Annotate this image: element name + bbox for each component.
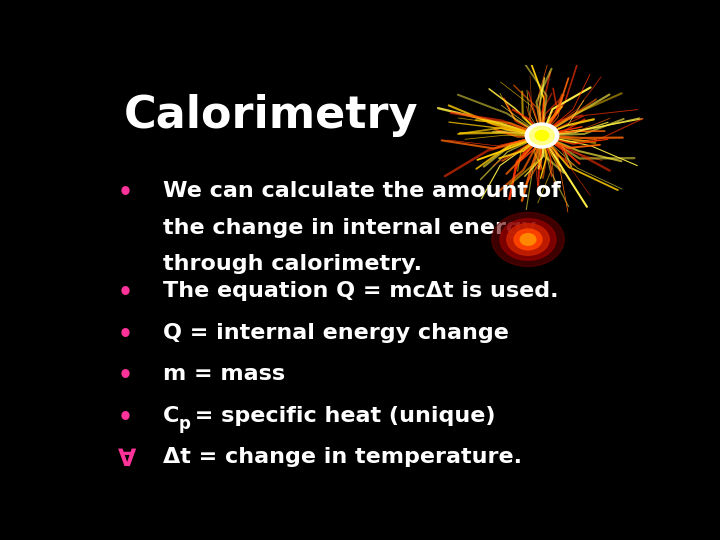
Circle shape — [492, 212, 564, 266]
Circle shape — [530, 126, 554, 145]
Text: C: C — [163, 406, 179, 426]
Circle shape — [514, 229, 542, 250]
Text: We can calculate the amount of: We can calculate the amount of — [163, 181, 560, 201]
Text: Q = internal energy change: Q = internal energy change — [163, 322, 508, 342]
Text: m = mass: m = mass — [163, 364, 284, 384]
Text: the change in internal energy: the change in internal energy — [163, 218, 536, 238]
Circle shape — [521, 234, 536, 245]
Circle shape — [526, 123, 559, 148]
Text: •: • — [118, 322, 133, 347]
Text: Calorimetry: Calorimetry — [124, 94, 418, 137]
Text: = specific heat (unique): = specific heat (unique) — [186, 406, 495, 426]
Text: •: • — [118, 364, 133, 388]
Text: •: • — [118, 181, 133, 205]
Text: through calorimetry.: through calorimetry. — [163, 254, 421, 274]
Text: •: • — [118, 281, 133, 305]
Circle shape — [507, 224, 549, 255]
Text: The equation Q = mcΔt is used.: The equation Q = mcΔt is used. — [163, 281, 558, 301]
Text: p: p — [178, 415, 190, 433]
Text: •: • — [118, 406, 133, 430]
Circle shape — [535, 131, 549, 140]
Text: ∀: ∀ — [118, 447, 136, 471]
Text: Δt = change in temperature.: Δt = change in temperature. — [163, 447, 521, 467]
Circle shape — [500, 219, 556, 260]
